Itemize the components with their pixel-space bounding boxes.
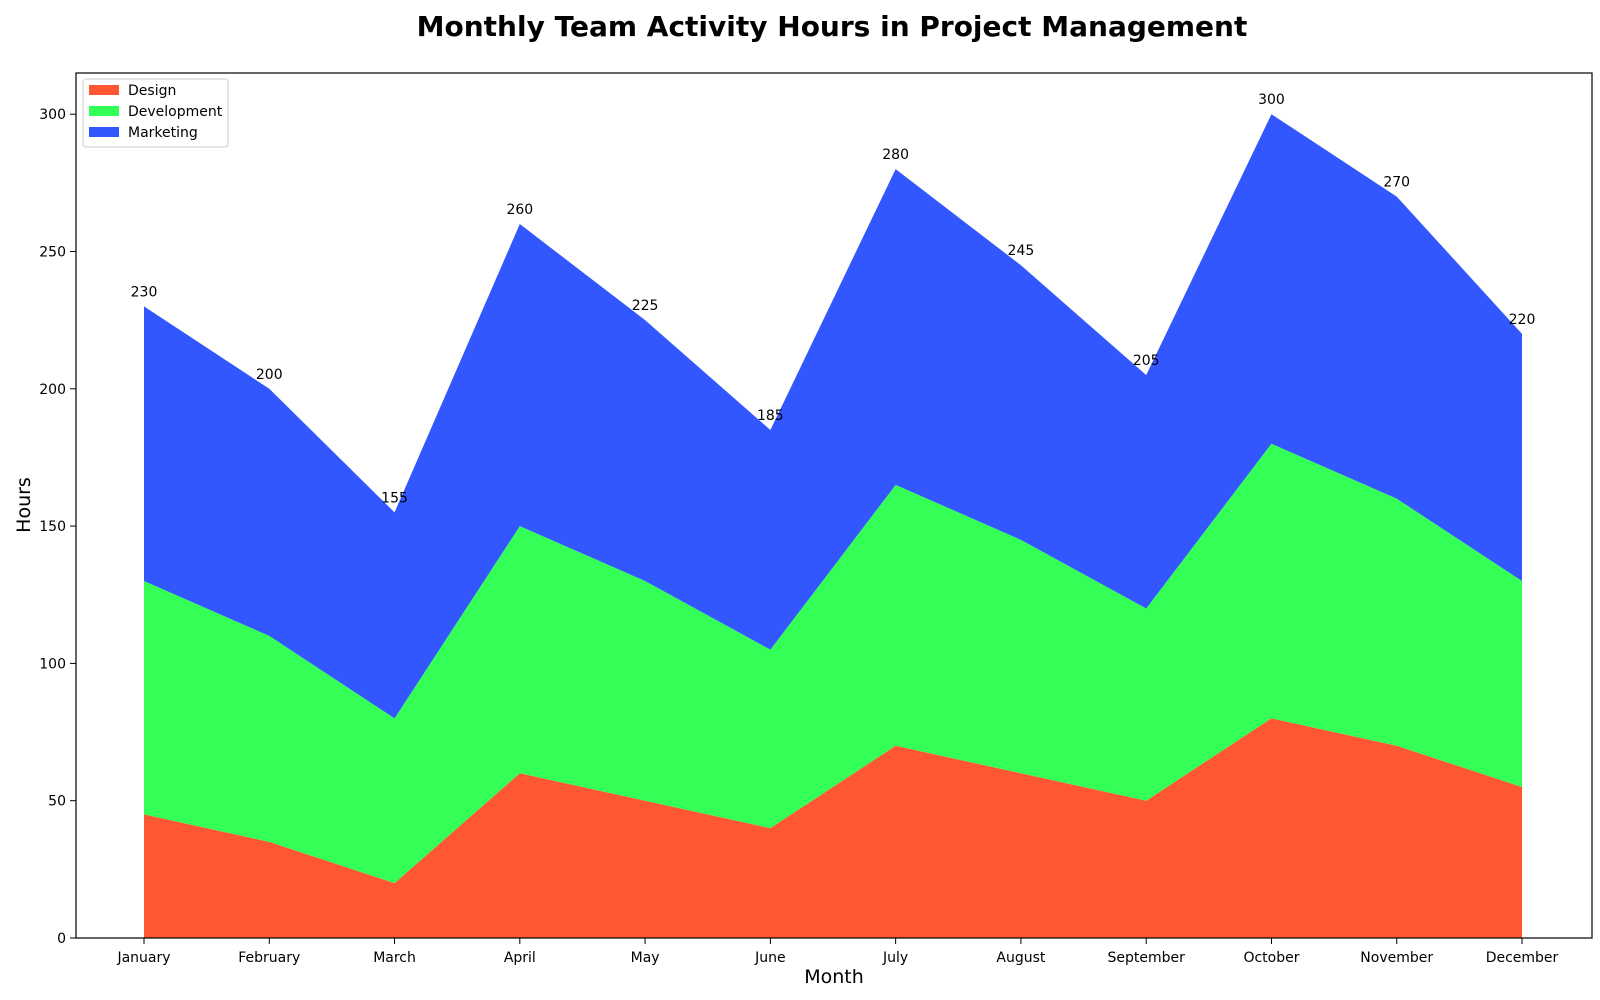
legend-label-marketing: Marketing [128, 125, 198, 141]
total-label: 225 [632, 298, 659, 314]
y-tick-label: 300 [39, 107, 66, 123]
area-design [144, 718, 1522, 938]
legend-swatch-development [89, 106, 119, 116]
y-axis: 0 50 100 150 200 250 300 [39, 107, 76, 947]
total-label: 185 [757, 408, 784, 424]
legend-items: Design Development Marketing [89, 83, 223, 141]
total-label: 205 [1133, 353, 1160, 369]
legend-swatch-design [89, 85, 119, 95]
x-tick-label: January [116, 950, 170, 966]
y-axis-label: Hours [13, 477, 35, 533]
y-tick-label: 50 [48, 794, 66, 810]
legend: Design Development Marketing [82, 78, 229, 148]
y-tick-label: 100 [39, 656, 66, 672]
legend-swatch-marketing [89, 127, 119, 137]
total-label: 270 [1383, 175, 1410, 191]
x-axis-label: Month [804, 966, 864, 988]
x-tick-label: July [882, 950, 908, 966]
total-label: 230 [131, 284, 158, 300]
total-label: 200 [256, 367, 283, 383]
total-label: 260 [506, 202, 533, 218]
plot-frame [75, 72, 1593, 939]
legend-box [82, 78, 229, 148]
chart-title: Monthly Team Activity Hours in Project M… [417, 10, 1248, 43]
areas-layer [144, 114, 1522, 938]
x-axis: January February March April May June July Augu… [116, 938, 1559, 966]
area-marketing [144, 114, 1522, 719]
x-tick-label: November [1360, 950, 1433, 966]
y-tick-label: 250 [39, 244, 66, 260]
x-tick-label: September [1107, 950, 1185, 966]
x-tick-label: December [1486, 950, 1559, 966]
x-tick-label: February [238, 950, 300, 966]
total-label: 155 [381, 490, 408, 506]
total-label: 300 [1258, 92, 1285, 108]
x-tick-label: August [996, 950, 1046, 966]
legend-label-design: Design [128, 83, 176, 99]
x-tick-label: April [504, 950, 536, 966]
x-tick-label: March [373, 950, 416, 966]
x-tick-label: May [631, 950, 660, 966]
total-label: 245 [1008, 243, 1035, 259]
x-tick-label: October [1243, 950, 1299, 966]
x-tick-label: June [754, 950, 786, 966]
legend-label-development: Development [128, 104, 223, 120]
total-label: 220 [1509, 312, 1536, 328]
total-labels: 230 200 155 260 225 185 280 245 205 300 270 220 [131, 92, 1536, 506]
area-development [144, 443, 1522, 884]
y-tick-label: 0 [57, 931, 66, 947]
y-tick-label: 150 [39, 519, 66, 535]
y-tick-label: 200 [39, 382, 66, 398]
total-label: 280 [882, 147, 909, 163]
